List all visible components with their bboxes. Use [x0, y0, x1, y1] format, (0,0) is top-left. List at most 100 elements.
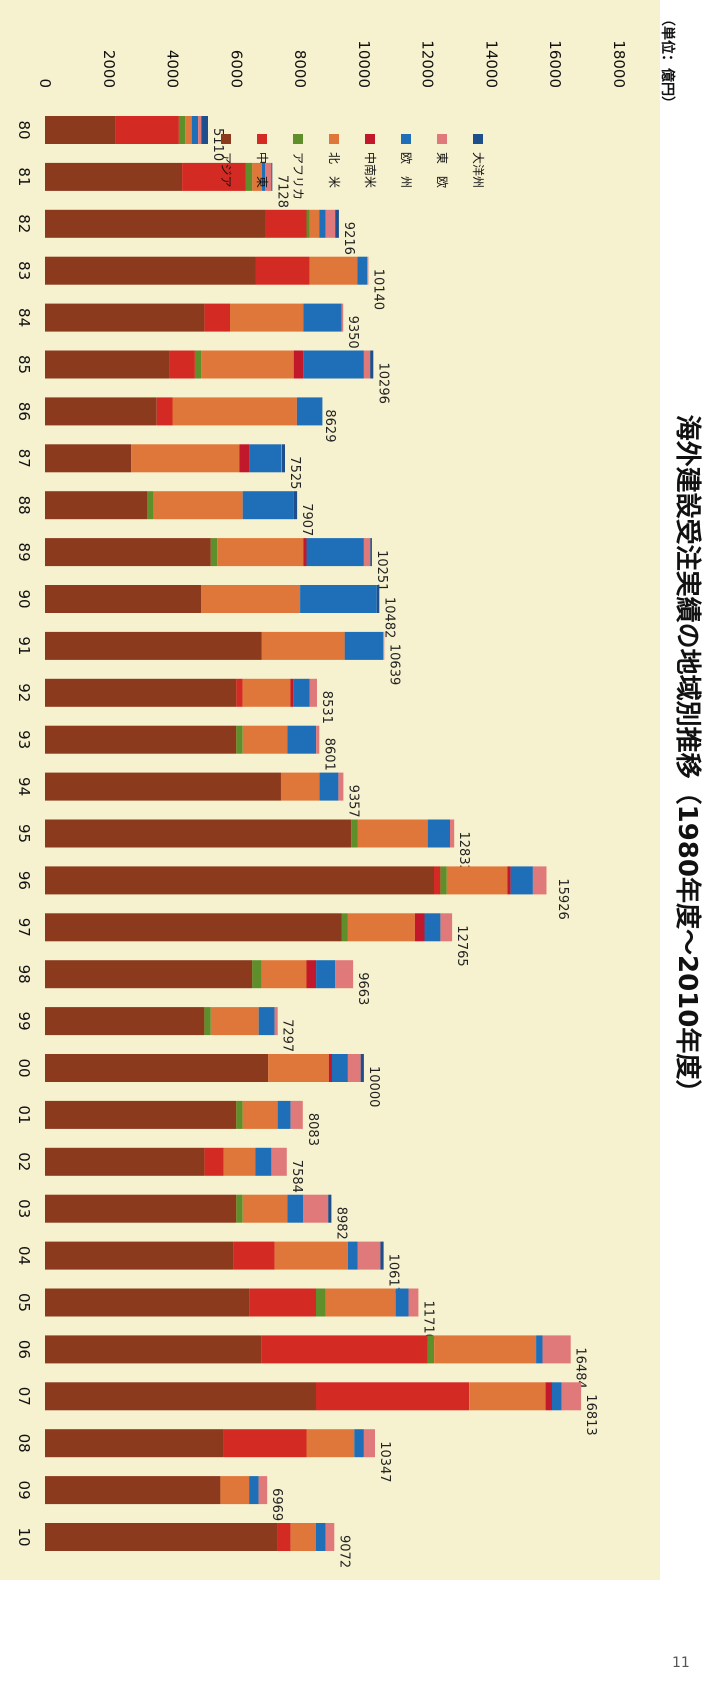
bar-segment — [45, 1476, 221, 1505]
bar-segment — [510, 866, 533, 895]
total-value-label: 8531 — [319, 691, 334, 724]
bar-segment — [376, 585, 380, 613]
legend-label: アフリカ — [291, 152, 305, 200]
bar-segment — [293, 350, 304, 379]
bar-segment — [280, 772, 320, 801]
bar-segment — [383, 631, 385, 660]
bar-segment — [532, 866, 547, 895]
bar-segment — [258, 1007, 275, 1036]
total-value-label: 10639 — [386, 644, 401, 685]
x-tick-label: 86 — [15, 402, 33, 421]
bar-segment — [424, 913, 441, 942]
x-tick-label: 06 — [15, 1340, 33, 1359]
x-tick-label: 83 — [15, 261, 33, 280]
total-value-label: 12765 — [454, 925, 469, 966]
bar-segment — [236, 1194, 243, 1223]
bar-segment — [44, 631, 262, 660]
y-tick-label: 16000 — [546, 40, 564, 88]
legend-label: 欧 州 — [399, 152, 413, 188]
x-tick-label: 87 — [15, 449, 33, 468]
bar-segment — [249, 1288, 317, 1317]
bar-segment — [316, 1523, 326, 1551]
bar-segment — [169, 350, 195, 379]
bar-segment — [45, 913, 342, 942]
bar-segment — [229, 303, 304, 332]
bar-segment — [309, 256, 358, 285]
total-value-label: 7128 — [274, 175, 289, 208]
bar-segment — [363, 1429, 375, 1458]
bar-segment — [239, 444, 250, 473]
total-value-label: 10617 — [386, 1254, 401, 1295]
total-value-label: 10347 — [377, 1441, 392, 1482]
bar-segment — [293, 491, 298, 520]
bar-segment — [182, 162, 246, 191]
bar-segment — [316, 725, 320, 754]
bar-segment — [45, 1147, 205, 1176]
bar-segment — [274, 1007, 278, 1036]
bar-segment — [44, 585, 202, 613]
bar-segment — [309, 678, 317, 707]
bar-segment — [287, 725, 317, 754]
x-tick-label: 10 — [15, 1527, 33, 1546]
x-tick-label: 05 — [15, 1293, 33, 1312]
bar-segment — [306, 960, 317, 989]
bar-segment — [319, 772, 339, 801]
bar-segment — [296, 397, 323, 426]
bar-segment — [370, 538, 372, 567]
x-tick-label: 90 — [15, 589, 33, 608]
bar-segment — [242, 491, 294, 520]
bar-segment — [449, 819, 455, 848]
x-tick-label: 99 — [15, 1012, 33, 1031]
total-value-label: 7525 — [287, 456, 302, 489]
bar-segment — [45, 303, 205, 332]
y-tick-label: 6000 — [227, 50, 245, 88]
total-value-label: 10482 — [381, 597, 396, 638]
bar-segment — [261, 162, 265, 191]
bar-segment — [325, 1523, 335, 1551]
bar-segment — [45, 1007, 205, 1036]
bar-segment — [363, 538, 371, 567]
bar-segment — [351, 819, 358, 848]
bar-segment — [281, 444, 285, 473]
y-tick-label: 2000 — [100, 50, 118, 88]
legend-label: 北 米 — [327, 152, 341, 188]
total-value-label: 9350 — [345, 316, 360, 349]
bar-segment — [363, 350, 371, 379]
x-tick-label: 93 — [15, 730, 33, 749]
bar-segment — [507, 866, 511, 895]
total-value-label: 15926 — [555, 878, 570, 919]
bar-segment — [264, 162, 272, 191]
y-tick-label: 4000 — [164, 50, 182, 88]
x-tick-label: 03 — [15, 1199, 33, 1218]
legend-swatch — [293, 134, 303, 144]
total-value-label: 8629 — [322, 409, 337, 442]
bar-segment — [242, 1194, 288, 1223]
bar-segment — [325, 209, 336, 238]
bar-segment — [440, 913, 453, 942]
legend: 大洋州 東 欧 欧 州 中南米 北 米 アフリカ 中 東 アジア — [219, 134, 486, 200]
y-tick-label: 0 — [36, 78, 54, 88]
x-tick-label: 91 — [15, 636, 33, 655]
bar-segment — [328, 1054, 332, 1082]
bar-segment — [427, 1335, 434, 1364]
bar-segment — [261, 631, 345, 660]
y-tick-label: 8000 — [291, 50, 309, 88]
bar-segment — [271, 1147, 287, 1176]
bar-segment — [44, 678, 237, 707]
total-value-label: 10140 — [370, 269, 385, 310]
bar-segment — [44, 538, 211, 567]
y-tick-label: 14000 — [482, 40, 500, 88]
bar-segment — [316, 960, 336, 989]
legend-swatch — [257, 134, 267, 144]
bar-segment — [552, 1382, 562, 1411]
bar-segment — [185, 116, 192, 144]
bar-segment — [201, 116, 208, 144]
bar-segment — [255, 256, 310, 285]
bar-segment — [446, 866, 508, 895]
x-tick-label: 80 — [15, 120, 33, 139]
bar-segment — [427, 819, 450, 848]
bar-segment — [347, 1054, 361, 1082]
bar-segment — [44, 725, 237, 754]
bar-segment — [542, 1335, 571, 1364]
legend-swatch — [329, 134, 339, 144]
